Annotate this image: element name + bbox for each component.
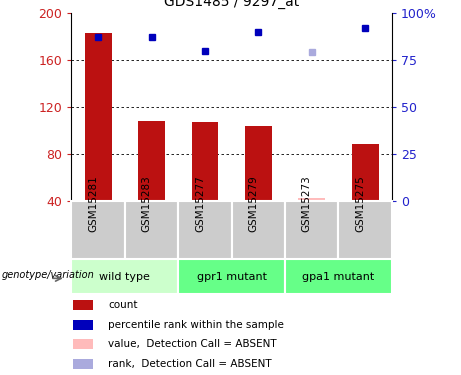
- Bar: [298, 198, 325, 201]
- Bar: [178, 201, 231, 259]
- Bar: [85, 33, 112, 201]
- Bar: [73, 300, 94, 310]
- Text: GSM15283: GSM15283: [142, 175, 152, 232]
- Text: rank,  Detection Call = ABSENT: rank, Detection Call = ABSENT: [108, 359, 272, 369]
- Bar: [352, 144, 378, 201]
- Bar: [285, 201, 338, 259]
- Bar: [125, 201, 178, 259]
- Bar: [138, 121, 165, 201]
- Text: GSM15275: GSM15275: [355, 175, 365, 232]
- Text: gpr1 mutant: gpr1 mutant: [197, 272, 266, 282]
- Bar: [71, 201, 125, 259]
- Bar: [231, 201, 285, 259]
- Text: GSM15273: GSM15273: [302, 175, 312, 232]
- Bar: [338, 201, 392, 259]
- Text: wild type: wild type: [100, 272, 150, 282]
- Text: value,  Detection Call = ABSENT: value, Detection Call = ABSENT: [108, 339, 277, 349]
- Bar: [192, 122, 219, 201]
- Text: gpa1 mutant: gpa1 mutant: [302, 272, 375, 282]
- Text: GSM15279: GSM15279: [248, 175, 258, 232]
- Text: genotype/variation: genotype/variation: [2, 270, 95, 280]
- Bar: [71, 259, 178, 294]
- Bar: [73, 339, 94, 349]
- Bar: [285, 259, 392, 294]
- Bar: [178, 259, 285, 294]
- Bar: [73, 320, 94, 330]
- Bar: [73, 359, 94, 369]
- Text: GSM15277: GSM15277: [195, 175, 205, 232]
- Text: GSM15281: GSM15281: [88, 175, 98, 232]
- Text: count: count: [108, 300, 137, 310]
- Bar: [245, 126, 272, 201]
- Text: percentile rank within the sample: percentile rank within the sample: [108, 320, 284, 330]
- Title: GDS1485 / 9297_at: GDS1485 / 9297_at: [164, 0, 299, 9]
